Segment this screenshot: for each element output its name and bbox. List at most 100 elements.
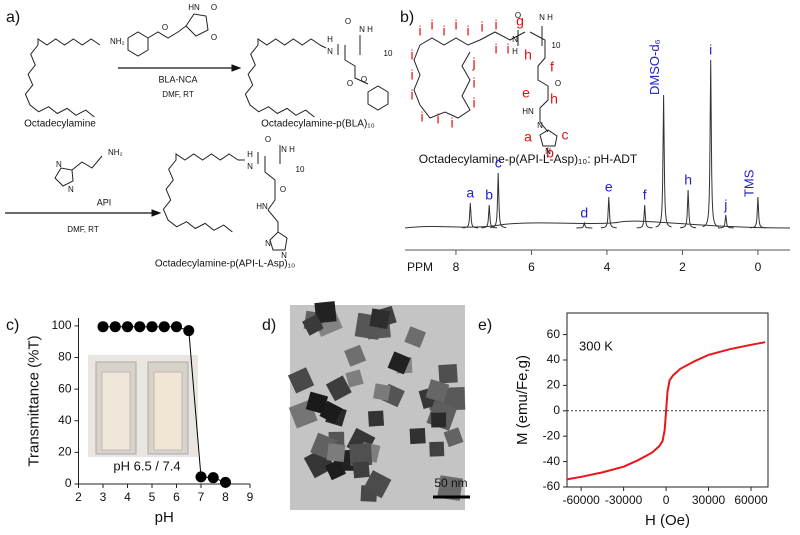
x-tick-label: 8 xyxy=(222,490,229,504)
nanocube xyxy=(287,367,315,394)
y-tick-label: 40 xyxy=(58,413,72,427)
x-tick-label: 8 xyxy=(453,260,460,274)
nanocube xyxy=(326,443,346,462)
peak-label: d xyxy=(580,205,588,221)
spectrum-baseline xyxy=(404,220,791,229)
data-point xyxy=(207,472,219,484)
x-tick-label: 0 xyxy=(755,260,762,274)
scheme-text: DMF, RT xyxy=(67,225,99,234)
scheme-text: Octadecylamine xyxy=(24,119,96,130)
structure-letter: i xyxy=(442,23,445,39)
nmr-peak xyxy=(680,189,697,229)
atom-label: N xyxy=(281,145,287,154)
atom-label: N xyxy=(281,251,287,260)
x-tick-label: 6 xyxy=(173,490,180,504)
scheme-text: DMF, RT xyxy=(162,90,194,99)
atom-label: HN xyxy=(256,202,268,211)
atom-label: N xyxy=(68,185,74,194)
structure-letter: c xyxy=(562,127,569,143)
y-tick-label: 100 xyxy=(51,318,71,332)
atom-label: O xyxy=(265,135,271,144)
y-tick-label: 0 xyxy=(553,403,560,417)
panel-label: d) xyxy=(262,317,276,334)
atom-label: H xyxy=(327,35,333,44)
nanocube xyxy=(431,412,447,428)
scheme-text: Octadecylamine-p(API-L-Asp)₁₀ xyxy=(155,259,295,270)
structure-atom: N xyxy=(512,35,518,44)
scale-bar-label: 50 nm xyxy=(434,476,467,490)
structure-letter: i xyxy=(506,41,509,57)
structure-letter: e xyxy=(522,85,530,101)
nanocube xyxy=(404,326,426,348)
nanocube xyxy=(352,461,370,479)
x-tick-label: 2 xyxy=(679,260,686,274)
structure-letter: i xyxy=(410,87,413,103)
structure-letter: i xyxy=(494,17,497,33)
structure-letter: h xyxy=(524,47,532,63)
alkyl-chain xyxy=(244,38,321,118)
nmr-peak xyxy=(481,204,498,229)
atom-label: N xyxy=(56,160,62,169)
structure-letter: i xyxy=(410,47,413,63)
x-tick-label: 4 xyxy=(604,260,611,274)
nanocube xyxy=(429,441,445,457)
scheme-text: BLA-NCA xyxy=(158,74,197,84)
structure-atom: H xyxy=(512,47,518,56)
atom-label: O xyxy=(347,79,353,88)
structure-letter: j xyxy=(471,55,475,71)
nanocube xyxy=(438,363,458,384)
scheme-arrows xyxy=(5,64,242,217)
nmr-peak xyxy=(576,221,593,229)
structure-letter: i xyxy=(450,115,453,131)
nmr-peak xyxy=(462,202,479,229)
x-tick-label: -30000 xyxy=(605,493,643,507)
peak-label: c xyxy=(495,155,502,171)
x-axis-label: PPM xyxy=(407,260,433,274)
data-point xyxy=(97,321,109,333)
structure-letter: i xyxy=(436,111,439,127)
structure-atom: O xyxy=(515,11,521,20)
y-tick-label: -60 xyxy=(543,479,561,493)
structure-letter: i xyxy=(480,19,483,35)
structure-letter: i xyxy=(494,41,497,57)
x-tick-label: 6 xyxy=(528,260,535,274)
y-axis-label: M (emu/Fe,g) xyxy=(514,355,531,445)
data-point xyxy=(134,321,146,333)
atom-label: O xyxy=(361,75,367,84)
amide-link xyxy=(238,44,327,161)
structure-caption: Octadecylamine-p(API-L-Asp)₁₀: pH-ADT xyxy=(419,152,638,166)
nmr-peak xyxy=(655,94,672,228)
x-axis-label: H (Oe) xyxy=(645,512,690,529)
nmr-structure xyxy=(413,26,558,147)
atom-label: O xyxy=(211,3,217,12)
nanocube xyxy=(345,369,364,388)
atom-label: N xyxy=(327,47,333,56)
structure-letter: i xyxy=(466,23,469,39)
nanocube xyxy=(437,475,463,501)
annotation: 300 K xyxy=(579,338,613,353)
structure-letter: i xyxy=(472,95,475,111)
structure-atom: N xyxy=(545,147,551,156)
x-tick-label: 7 xyxy=(198,490,205,504)
panel-label: c) xyxy=(6,317,19,334)
nanocube xyxy=(367,410,385,427)
data-point xyxy=(158,321,170,333)
nanocube xyxy=(302,314,324,336)
atom-label: O xyxy=(162,23,168,32)
x-axis-label: pH xyxy=(155,509,174,526)
peak-label: b xyxy=(485,187,493,203)
structure-letter: g xyxy=(516,13,524,29)
nanocube xyxy=(319,400,343,424)
nmr-peak xyxy=(600,196,617,229)
panel-label: e) xyxy=(478,317,492,334)
structure-atom: 10 xyxy=(552,41,561,50)
atom-label: N xyxy=(247,162,253,171)
panel-label: b) xyxy=(400,9,414,26)
peak-label: i xyxy=(709,42,712,58)
data-point xyxy=(195,471,207,483)
nanocube xyxy=(373,383,391,401)
peak-label: e xyxy=(605,179,613,195)
x-tick-label: 0 xyxy=(663,493,670,507)
data-point xyxy=(183,325,195,337)
